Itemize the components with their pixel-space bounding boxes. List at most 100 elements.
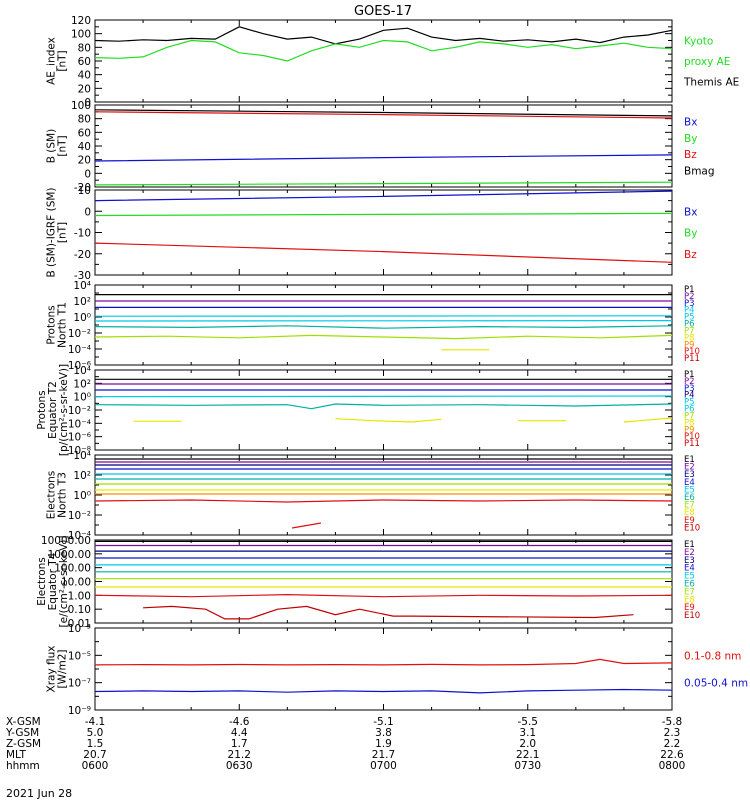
- x-tick-label: 2.0: [519, 738, 536, 750]
- legend-entry: E8: [684, 508, 695, 518]
- series-line-bx: [94, 190, 673, 202]
- y-axis-label: [e/(cm²-s-sr-keV)]: [58, 536, 70, 628]
- legend-entry: E8: [684, 595, 695, 605]
- legend-entry: P7: [684, 326, 695, 336]
- legend-entry: E10: [684, 611, 700, 621]
- x-axis-row-label: Y-GSM: [5, 727, 39, 739]
- y-tick-label: 10⁻³: [68, 623, 91, 635]
- y-tick-label: 100: [71, 29, 91, 41]
- legend-entry: Bz: [684, 149, 697, 161]
- y-axis-label: AE_index: [46, 37, 58, 85]
- legend-entry: E9: [684, 603, 695, 613]
- y-tick-label: 10²: [73, 470, 91, 482]
- panel-xray: 10⁻⁹ 10⁻⁷ 10⁻⁵ 10⁻³ Xray flux [W/m2] 0.1-0.8 n…: [46, 623, 749, 717]
- panel-frame: [94, 19, 673, 103]
- x-tick-label: 0600: [82, 760, 109, 772]
- x-tick-label: 22.1: [516, 749, 539, 761]
- legend-entry: By: [684, 133, 697, 145]
- y-tick-label: 10⁻²: [68, 405, 91, 417]
- y-tick-label: 10⁻⁸: [68, 445, 91, 457]
- series-line-p4: [94, 395, 673, 398]
- legend-entry: E10: [684, 523, 700, 533]
- plot-title: GOES-17: [354, 4, 412, 19]
- legend-entry: E2: [684, 548, 695, 558]
- x-tick-label: 2.3: [664, 727, 681, 739]
- legend-entry: P8: [684, 333, 695, 343]
- series-line-bz: [94, 242, 673, 263]
- legend-entry: P10: [684, 432, 700, 442]
- y-axis-label: Electrons: [46, 471, 58, 520]
- legend-entry: P9: [684, 340, 695, 350]
- y-tick-label: 10⁻⁶: [68, 432, 91, 444]
- series-line-p7: [94, 334, 673, 340]
- series-line-p9: [623, 417, 673, 423]
- y-tick-label: 10⁰: [73, 490, 91, 502]
- x-axis-row-label: hhmm: [6, 760, 40, 772]
- legend-entry: E2: [684, 463, 695, 473]
- legend-entry: E3: [684, 556, 695, 566]
- legend-entry: P4: [684, 391, 695, 401]
- y-tick-label: 20: [78, 155, 91, 167]
- y-tick-label: 60: [78, 127, 91, 139]
- series-line-e10: [143, 605, 634, 620]
- x-tick-label: 5.0: [87, 727, 104, 739]
- x-tick-label: 21.2: [228, 749, 251, 761]
- y-tick-label: 10⁻²: [68, 328, 91, 340]
- x-tick-label: 1.7: [231, 738, 248, 750]
- legend-entry: P11: [684, 354, 700, 364]
- y-tick-label: 10⁴: [73, 450, 91, 462]
- legend-entry: P5: [684, 313, 695, 323]
- series-line-by: [94, 212, 673, 217]
- legend-entry: E5: [684, 485, 695, 495]
- legend-entry: proxy AE: [684, 56, 730, 68]
- y-tick-label: 10⁻⁴: [68, 418, 91, 430]
- x-tick-label: 1.5: [87, 738, 104, 750]
- series-line-p5: [94, 403, 673, 410]
- y-tick-label: -10: [74, 228, 91, 240]
- panel-frame: [94, 627, 673, 711]
- legend-entry: E7: [684, 587, 695, 597]
- y-axis-label: B (SM): [46, 129, 58, 163]
- legend-entry: P1: [684, 285, 695, 295]
- x-tick-label: -4.6: [229, 716, 250, 728]
- x-tick-label: 0700: [370, 760, 397, 772]
- x-axis-row-label: MLT: [6, 749, 26, 761]
- x-axis-row-label: X-GSM: [6, 716, 41, 728]
- panel-frame: [94, 454, 673, 536]
- panel-protons_t1: 10⁻⁶ 10⁻⁴ 10⁻² 10⁰ 10² 10⁴ Protons North T1 P1P2…: [46, 280, 700, 372]
- series-line-e11: [291, 522, 322, 529]
- y-tick-label: 10.00: [61, 577, 91, 589]
- x-tick-label: 0730: [514, 760, 541, 772]
- legend-entry: P3: [684, 299, 695, 309]
- y-tick-label: 120: [71, 15, 91, 27]
- y-axis-label: Electrons: [36, 557, 48, 606]
- x-tick-label: 21.7: [372, 749, 395, 761]
- y-axis-label: [W/m2]: [57, 649, 69, 688]
- y-tick-label: 10⁻⁴: [68, 344, 91, 356]
- legend-entry: P6: [684, 320, 695, 330]
- y-tick-label: 10⁴: [73, 280, 91, 292]
- legend-entry: P2: [684, 377, 695, 387]
- legend-entry: By: [684, 228, 697, 240]
- y-tick-label: 10⁻⁵: [68, 650, 91, 662]
- y-tick-label: 1000.00: [48, 549, 91, 561]
- x-tick-label: 0630: [226, 760, 253, 772]
- x-axis-row-label: Z-GSM: [6, 738, 41, 750]
- y-axis-label: [nT]: [57, 222, 69, 243]
- y-tick-label: 10⁴: [73, 365, 91, 377]
- legend-entry: E1: [684, 455, 695, 465]
- y-tick-label: 10⁰: [73, 392, 91, 404]
- y-tick-label: 20: [78, 83, 91, 95]
- legend-entry: Themis AE: [683, 77, 739, 89]
- y-axis-label: B (SM)-IGRF (SM): [46, 187, 58, 277]
- y-tick-label: 40: [78, 141, 91, 153]
- y-axis-label: Equator T4: [47, 552, 59, 610]
- legend-entry: P10: [684, 347, 700, 357]
- x-tick-label: 20.7: [83, 749, 106, 761]
- y-tick-label: 10²: [73, 296, 91, 308]
- y-axis-label: [nT]: [57, 50, 69, 71]
